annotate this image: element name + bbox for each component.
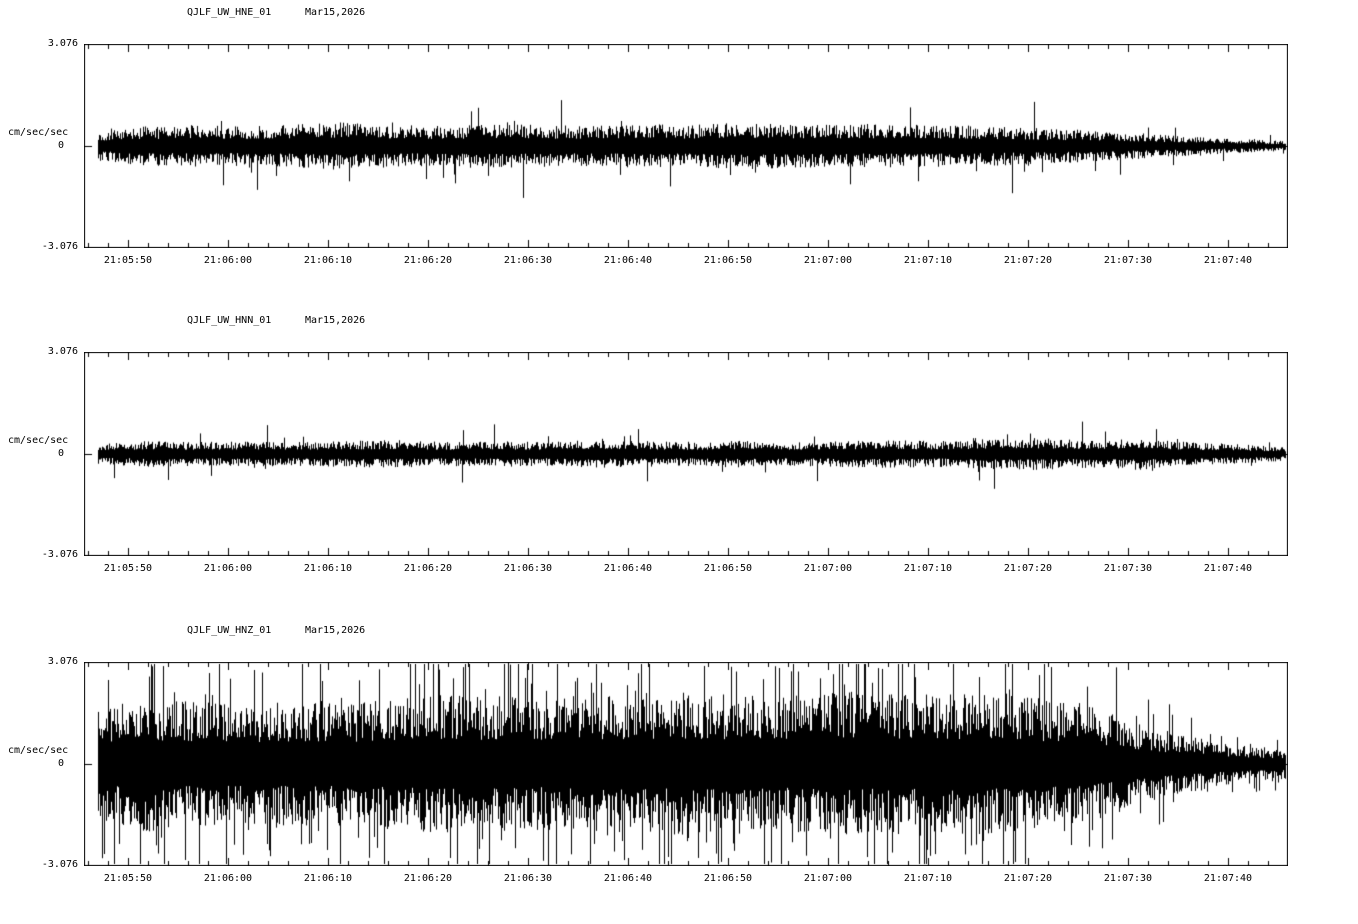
x-tick-label: 21:06:50 (703, 873, 753, 884)
x-tick-label: 21:06:20 (403, 255, 453, 266)
x-tick-label: 21:07:40 (1203, 873, 1253, 884)
y-axis-units-label: cm/sec/sec (8, 745, 69, 756)
x-tick-label: 21:06:10 (303, 873, 353, 884)
y-axis-zero-label: 0 (57, 140, 64, 151)
x-tick-label: 21:06:10 (303, 255, 353, 266)
x-tick-label: 21:06:20 (403, 873, 453, 884)
x-tick-label: 21:06:50 (703, 255, 753, 266)
x-tick-label: 21:07:20 (1003, 563, 1053, 574)
x-tick-label: 21:07:20 (1003, 873, 1053, 884)
x-tick-label: 21:06:30 (503, 563, 553, 574)
date-label: Mar15,2026 (305, 625, 366, 636)
x-axis-tick-labels: 21:05:50 21:06:00 21:06:10 21:06:20 21:06:30… (84, 563, 1288, 577)
x-tick-label: 21:07:20 (1003, 255, 1053, 266)
x-tick-label: 21:07:30 (1103, 873, 1153, 884)
x-tick-label: 21:07:40 (1203, 255, 1253, 266)
station-channel-label: QJLF_UW_HNZ_01 (187, 625, 272, 636)
waveform-canvas (84, 352, 1288, 556)
x-tick-label: 21:05:50 (103, 255, 153, 266)
date-label: Mar15,2026 (305, 7, 366, 18)
x-tick-label: 21:06:30 (503, 255, 553, 266)
x-tick-label: 21:07:10 (903, 563, 953, 574)
x-tick-label: 21:06:40 (603, 563, 653, 574)
station-channel-label: QJLF_UW_HNE_01 (187, 7, 272, 18)
x-tick-label: 21:05:50 (103, 563, 153, 574)
x-tick-label: 21:07:00 (803, 873, 853, 884)
station-channel-label: QJLF_UW_HNN_01 (187, 315, 272, 326)
y-axis-zero-label: 0 (57, 448, 64, 459)
x-tick-label: 21:06:00 (203, 873, 253, 884)
x-tick-label: 21:06:50 (703, 563, 753, 574)
y-axis-max-label: 3.076 (47, 38, 78, 49)
x-tick-label: 21:07:40 (1203, 563, 1253, 574)
y-axis-units-label: cm/sec/sec (8, 127, 69, 138)
x-tick-label: 21:07:30 (1103, 563, 1153, 574)
x-tick-label: 21:06:20 (403, 563, 453, 574)
x-tick-label: 21:06:00 (203, 255, 253, 266)
x-axis-tick-labels: 21:05:50 21:06:00 21:06:10 21:06:20 21:06:30… (84, 255, 1288, 269)
y-axis-min-label: -3.076 (41, 859, 78, 870)
seismogram-panel-hnn: QJLF_UW_HNN_01 Mar15,2026 3.076 cm/sec/s… (0, 308, 1358, 608)
waveform-canvas (84, 662, 1288, 866)
y-axis-max-label: 3.076 (47, 656, 78, 667)
waveform-canvas (84, 44, 1288, 248)
x-tick-label: 21:06:40 (603, 255, 653, 266)
date-label: Mar15,2026 (305, 315, 366, 326)
y-axis-min-label: -3.076 (41, 241, 78, 252)
seismogram-panel-hnz: QJLF_UW_HNZ_01 Mar15,2026 3.076 cm/sec/s… (0, 618, 1358, 918)
seismogram-panel-hne: QJLF_UW_HNE_01 Mar15,2026 3.076 cm/sec/s… (0, 0, 1358, 300)
x-tick-label: 21:07:00 (803, 255, 853, 266)
x-tick-label: 21:06:40 (603, 873, 653, 884)
y-axis-max-label: 3.076 (47, 346, 78, 357)
x-tick-label: 21:07:30 (1103, 255, 1153, 266)
y-axis-zero-label: 0 (57, 758, 64, 769)
x-tick-label: 21:06:10 (303, 563, 353, 574)
x-tick-label: 21:06:30 (503, 873, 553, 884)
x-tick-label: 21:07:00 (803, 563, 853, 574)
x-tick-label: 21:07:10 (903, 873, 953, 884)
y-axis-units-label: cm/sec/sec (8, 435, 69, 446)
y-axis-min-label: -3.076 (41, 549, 78, 560)
x-tick-label: 21:05:50 (103, 873, 153, 884)
x-axis-tick-labels: 21:05:50 21:06:00 21:06:10 21:06:20 21:06:30… (84, 873, 1288, 887)
x-tick-label: 21:06:00 (203, 563, 253, 574)
x-tick-label: 21:07:10 (903, 255, 953, 266)
